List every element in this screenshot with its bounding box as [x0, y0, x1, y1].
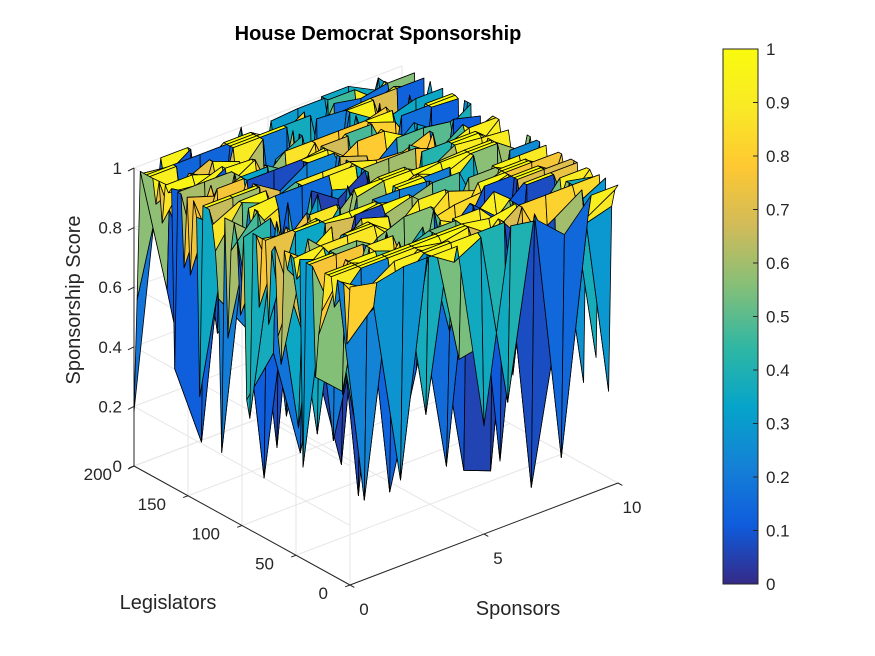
colorbar-tick-label: 0.9	[766, 94, 790, 113]
colorbar-tick-label: 0.7	[766, 201, 790, 220]
wall-grid-z2	[133, 405, 351, 526]
y-tick-label: 100	[192, 525, 220, 544]
wall-grid-z2	[133, 346, 351, 467]
y-tick-mark	[344, 584, 351, 588]
y-tick-label: 200	[84, 465, 112, 484]
z-tick-label: 0.8	[98, 219, 122, 238]
colorbar-tick-label: 0.5	[766, 308, 790, 327]
z-axis-label: Sponsorship Score	[63, 216, 85, 385]
z-tick-label: 1	[113, 159, 122, 178]
z-tick-label: 0.2	[98, 397, 122, 416]
y-tick-label: 50	[255, 554, 274, 573]
z-tick-mark	[127, 227, 135, 232]
surface-plot	[133, 72, 619, 501]
floor-grid-y	[187, 393, 457, 497]
x-tick-label: 5	[493, 549, 502, 568]
z-tick-mark	[127, 167, 135, 172]
colorbar-tick-label: 0	[766, 575, 775, 594]
x-tick-mark	[349, 584, 355, 588]
y-axis-label: Legislators	[120, 592, 217, 614]
colorbar-tick-label: 0.1	[766, 522, 790, 541]
z-tick-label: 0.4	[98, 338, 122, 357]
x-tick-labels: 0 5 10	[359, 498, 641, 619]
x-tick-mark	[483, 533, 489, 537]
z-tick-mark	[127, 286, 135, 291]
colorbar-gradient	[722, 48, 759, 585]
y-tick-labels: 0 50 100 150 200	[84, 465, 328, 603]
x-tick-label: 0	[359, 600, 368, 619]
colorbar-tick-label: 0.2	[766, 468, 790, 487]
y-tick-label: 150	[138, 495, 166, 514]
z-tick-mark	[127, 346, 135, 351]
x-tick-mark	[617, 482, 623, 486]
colorbar-tick-label: 0.8	[766, 147, 790, 166]
y-tick-mark	[236, 525, 243, 528]
z-tick-labels: 0 0.2 0.4 0.6 0.8 1	[98, 159, 122, 476]
z-tick-label: 0.6	[98, 278, 122, 297]
chart-title: House Democrat Sponsorship	[235, 23, 522, 45]
y-tick-mark	[290, 554, 297, 558]
y-tick-mark	[182, 495, 189, 499]
colorbar-tick-label: 0.3	[766, 415, 790, 434]
z-tick-mark	[127, 405, 135, 410]
axes-lines	[127, 167, 623, 588]
floor-grid-y	[295, 452, 565, 556]
surface-patch	[587, 184, 619, 217]
colorbar-tick-label: 0.4	[766, 361, 790, 380]
colorbar-tick-label: 1	[766, 40, 775, 59]
x-tick-label: 10	[623, 498, 642, 517]
colorbar-ticks: 0 0.1 0.2 0.3 0.4 0.5 0.6 0.7 0.8 0.9 1	[753, 40, 790, 594]
x-axis-label: Sponsors	[476, 598, 561, 620]
colorbar: 0 0.1 0.2 0.3 0.4 0.5 0.6 0.7 0.8 0.9 1	[722, 40, 790, 594]
z-tick-label: 0	[113, 457, 122, 476]
y-tick-label: 0	[319, 584, 328, 603]
colorbar-tick-label: 0.6	[766, 254, 790, 273]
z-tick-mark	[127, 465, 135, 470]
